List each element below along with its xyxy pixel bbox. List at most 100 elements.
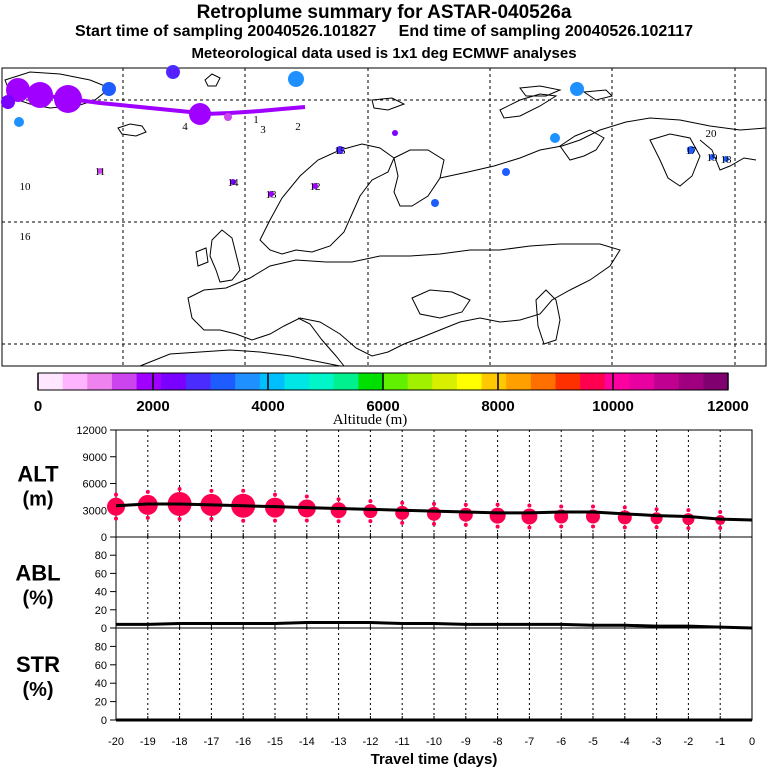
alt-point-spread [527, 525, 532, 530]
colorbar-swatch [161, 373, 187, 390]
y-tick-label: 9000 [83, 452, 107, 464]
y-tick-label: 0 [101, 715, 107, 727]
cluster-circle [550, 133, 560, 143]
map-day-label: 11 [95, 166, 106, 178]
colorbar-tick-label: 12000 [707, 398, 749, 415]
alt-point-spread [400, 500, 405, 505]
colorbar-swatch [358, 373, 384, 390]
cluster-circle [312, 183, 318, 189]
cluster-circle [230, 179, 236, 185]
alt-point-spread [368, 519, 373, 524]
x-tick-label: -14 [299, 736, 315, 748]
map-day-label: 5 [16, 117, 22, 129]
cluster-circle [97, 168, 103, 174]
alt-point-spread [241, 488, 246, 493]
map-day-label: 10 [168, 67, 180, 79]
colorbar-swatch [235, 373, 261, 390]
alt-point-spread [718, 510, 723, 515]
map-day-label: 1 [253, 114, 259, 126]
panel-alt: 0 3000 6000 9000 12000 ALT(m) [17, 425, 753, 544]
colorbar-swatch [407, 373, 433, 390]
cluster-circle [687, 146, 695, 154]
start-time-label: Start time of sampling 20040526.101827 [74, 23, 377, 40]
colorbar-swatch [62, 373, 88, 390]
x-tick-label: -7 [525, 736, 535, 748]
y-tick-label: 20 [95, 697, 107, 709]
map-day-labels: 10 7 8 5 9 10 16 15 14 13 12 11 20 19 18 17 4 3 2 1 [16, 67, 732, 243]
colorbar-swatch [38, 373, 64, 390]
cluster-circle [709, 154, 715, 160]
alt-median-line [115, 502, 753, 522]
cluster-circle [166, 65, 180, 79]
alt-point-spread [654, 507, 659, 512]
alt-point-spread [273, 518, 277, 523]
alt-point-spread [495, 502, 500, 507]
colorbar-swatch [530, 373, 556, 390]
alt-point [521, 508, 538, 525]
y-tick-label: 40 [95, 587, 107, 599]
panel-ylabel: ABL [15, 561, 60, 586]
colorbar-swatch [111, 373, 138, 390]
alt-point [107, 497, 125, 516]
x-tick-label: -19 [140, 736, 156, 748]
x-tick-label: -3 [652, 736, 662, 748]
panel-abl: 0 20 40 60 80 ABL(%) [15, 536, 753, 635]
y-tick-label: 80 [95, 641, 107, 653]
cluster-circle [27, 82, 53, 108]
alt-point-spread [622, 505, 627, 510]
colorbar-swatch [259, 373, 285, 390]
cluster-circle [288, 71, 304, 87]
alt-point-spread [463, 502, 468, 507]
alt-point [489, 507, 506, 524]
alt-point-spread [304, 518, 309, 523]
panel-ylabel: ALT [17, 462, 59, 487]
colorbar-swatch [136, 373, 162, 390]
map-graticule [2, 68, 766, 366]
map-day-label: 3 [260, 124, 266, 136]
sampling-times: Start time of sampling 20040526.101827 E… [0, 23, 768, 41]
cluster-circle [54, 85, 82, 113]
alt-point [330, 502, 347, 519]
chart-title: Retroplume summary for ASTAR-040526a [196, 2, 572, 23]
y-tick-label: 0 [101, 532, 107, 544]
alt-point-spread [463, 522, 468, 527]
colorbar-tick-label: 0 [34, 398, 42, 415]
colorbar-swatch [629, 373, 655, 390]
abl-line [116, 621, 753, 630]
colorbar-swatch [383, 373, 409, 390]
colorbar-swatch [580, 373, 606, 390]
alt-point-spread [686, 508, 691, 513]
alt-point-spread [591, 524, 595, 529]
alt-point [363, 504, 378, 519]
map-day-label: 15 [335, 145, 347, 157]
alt-point-spread [209, 488, 214, 493]
map-day-label: 20 [706, 128, 718, 140]
map-day-label: 4 [182, 121, 188, 133]
panel-yunit: (%) [22, 679, 53, 701]
y-tick-label: 12000 [76, 425, 107, 437]
alt-point-spread [622, 525, 627, 530]
cluster-circle [14, 117, 24, 127]
x-tick-label: -8 [493, 736, 503, 748]
alt-point-spread [432, 521, 436, 526]
colorbar-swatch [654, 373, 680, 390]
map-day-label: 2 [295, 121, 301, 133]
x-tick-label: -12 [362, 736, 378, 748]
map-day-label: 18 [721, 154, 733, 166]
alt-point-spread [495, 524, 500, 529]
colorbar-swatch [481, 373, 507, 390]
y-tick-label: 6000 [83, 479, 107, 491]
x-tick-label: -13 [331, 736, 347, 748]
panel-ylabel: STR [16, 652, 60, 677]
alt-point-spread [559, 524, 564, 529]
altitude-colorbar: 0 2000 4000 6000 8000 10000 12000 Altitude (m) [34, 372, 749, 428]
map-day-label: 12 [310, 181, 321, 193]
alt-point-spread [527, 503, 532, 508]
x-tick-label: -10 [426, 736, 442, 748]
x-tick-label: -2 [684, 736, 694, 748]
cluster-circle [336, 146, 344, 154]
map-day-label: 9 [552, 133, 558, 145]
cluster-circle [102, 82, 116, 96]
